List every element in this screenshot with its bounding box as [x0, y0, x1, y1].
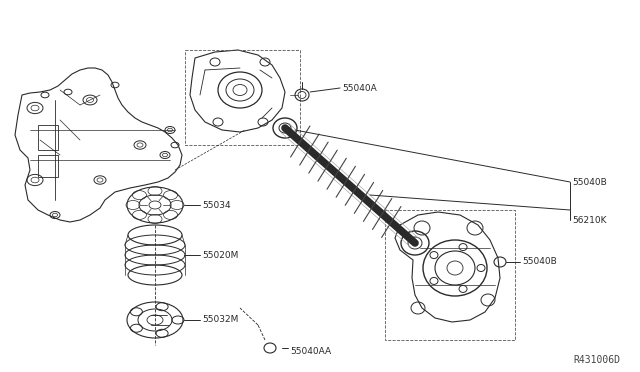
Text: 55034: 55034 [202, 201, 230, 209]
Text: 55040A: 55040A [342, 83, 377, 93]
Text: 55040B: 55040B [522, 257, 557, 266]
Text: R431006D: R431006D [573, 355, 620, 365]
Text: 55040B: 55040B [572, 177, 607, 186]
Bar [38, 155, 58, 177]
Text: 56210K: 56210K [572, 215, 607, 224]
Text: 55040AA: 55040AA [290, 347, 331, 356]
Text: 55032M: 55032M [202, 315, 238, 324]
Bar [38, 125, 58, 150]
Text: 55020M: 55020M [202, 250, 238, 260]
Bar [185, 50, 300, 145]
Bar [385, 210, 515, 340]
